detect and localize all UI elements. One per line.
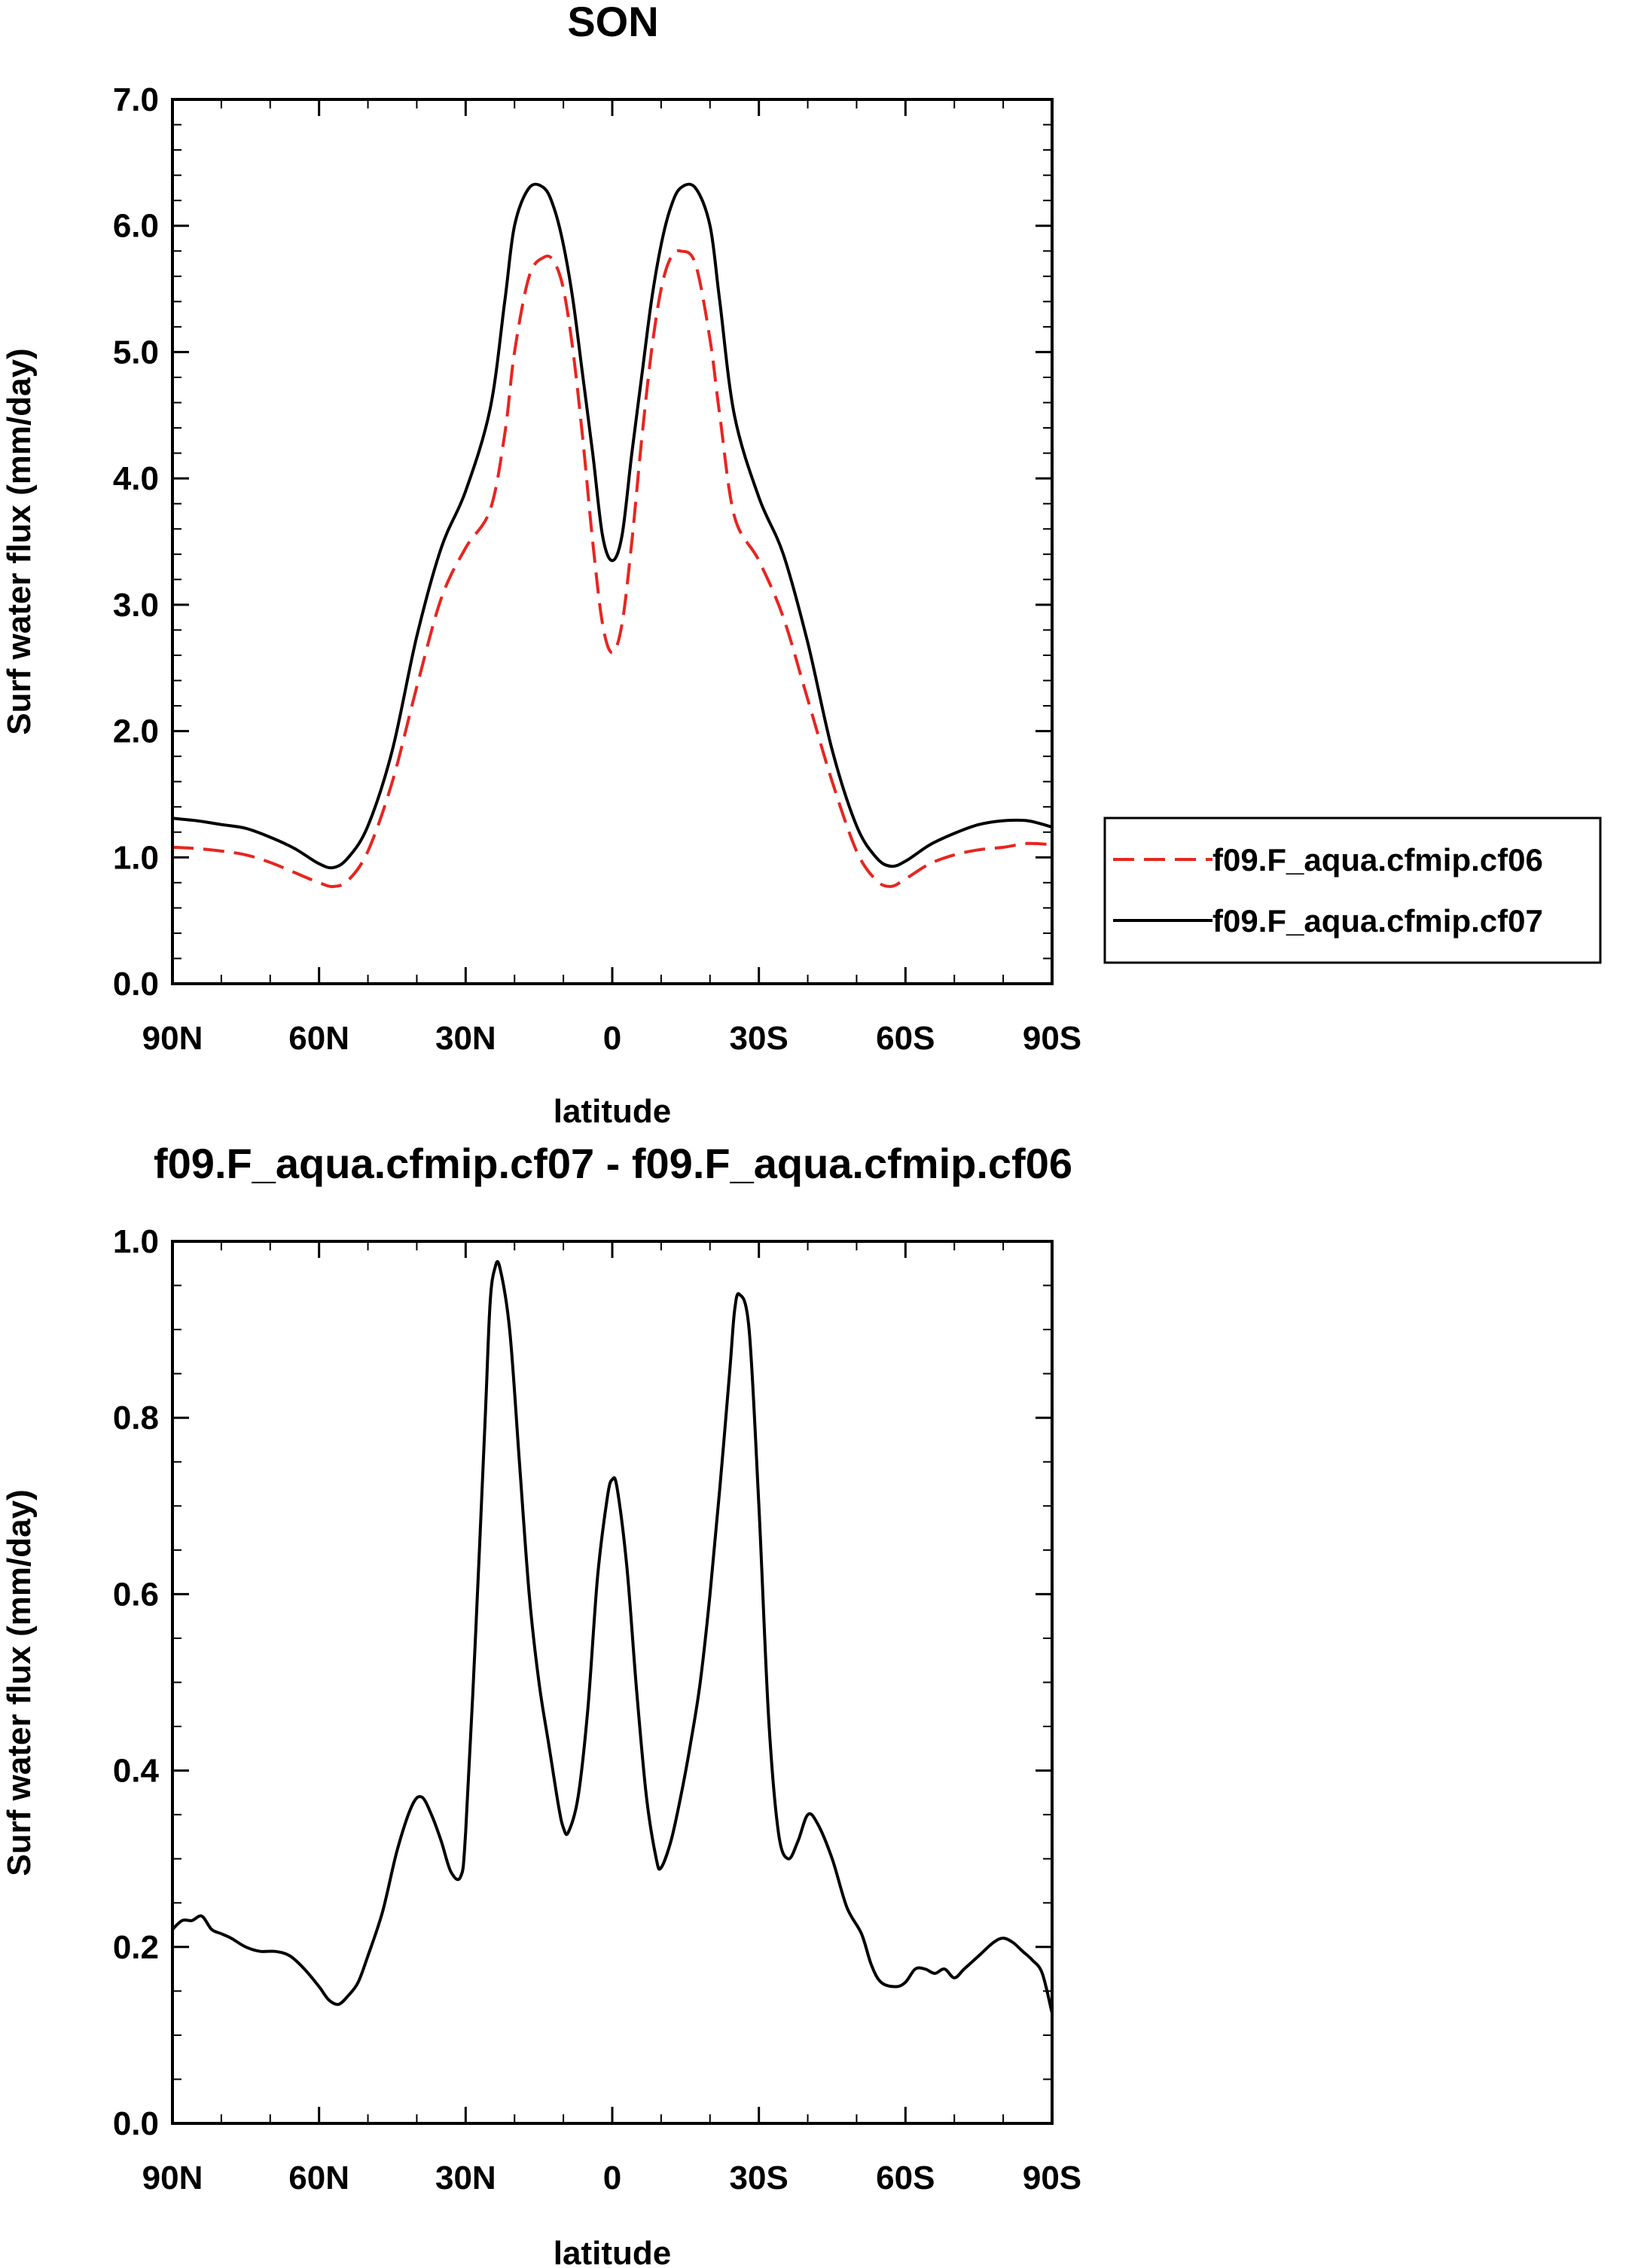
series-line — [172, 249, 1053, 888]
legend-label-cf06: f09.F_aqua.cfmip.cf06 — [1212, 842, 1543, 878]
x-tick-label: 60S — [876, 2160, 935, 2196]
x-tick-label: 60S — [876, 1020, 935, 1057]
x-ticks — [171, 1241, 1054, 2123]
legend: f09.F_aqua.cfmip.cf06 f09.F_aqua.cfmip.c… — [1103, 817, 1602, 964]
y-axis-label: Surf water flux (mm/day) — [1, 1489, 38, 1876]
y-tick-label: 1.0 — [113, 1223, 159, 1260]
y-tick-labels: 0.0 1.0 2.0 3.0 4.0 5.0 6.0 7.0 — [113, 81, 159, 1003]
legend-box — [1103, 817, 1602, 964]
chart-title: SON — [567, 0, 658, 45]
x-tick-labels: 90N 60N 30N 0 30S 60S 90S — [142, 1020, 1082, 1057]
y-tick-label: 2.0 — [113, 713, 159, 750]
x-tick-label: 90N — [142, 1020, 203, 1057]
x-tick-label: 0 — [603, 2160, 621, 2196]
legend-label-cf07: f09.F_aqua.cfmip.cf07 — [1212, 903, 1543, 939]
y-tick-label: 0.0 — [113, 2105, 159, 2142]
y-tick-label: 0.2 — [113, 1929, 159, 1966]
y-tick-label: 4.0 — [113, 460, 159, 497]
x-tick-label: 30S — [730, 2160, 788, 2196]
y-tick-labels: 0.0 0.2 0.4 0.6 0.8 1.0 — [113, 1223, 160, 2142]
x-tick-label: 90S — [1023, 1020, 1081, 1057]
x-tick-label: 60N — [288, 2160, 349, 2196]
series-line — [172, 182, 1053, 870]
x-axis-label: latitude — [554, 2235, 671, 2268]
y-tick-label: 0.6 — [113, 1576, 159, 1613]
y-tick-label: 7.0 — [113, 81, 159, 118]
x-tick-label: 30N — [435, 2160, 496, 2196]
y-tick-label: 0.8 — [113, 1400, 159, 1436]
legend-item: f09.F_aqua.cfmip.cf07 — [1113, 903, 1543, 939]
y-axis-label: Surf water flux (mm/day) — [1, 348, 38, 734]
y-tick-label: 5.0 — [113, 334, 159, 371]
plot-frame — [171, 98, 1054, 985]
chart-title: f09.F_aqua.cfmip.cf07 - f09.F_aqua.cfmip… — [154, 1140, 1072, 1187]
y-tick-label: 1.0 — [113, 839, 159, 876]
y-tick-label: 3.0 — [113, 587, 159, 624]
x-axis-label: latitude — [554, 1093, 671, 1130]
y-tick-label: 0.0 — [113, 966, 159, 1003]
x-tick-labels: 90N 60N 30N 0 30S 60S 90S — [142, 2160, 1082, 2196]
x-tick-label: 90S — [1023, 2160, 1081, 2196]
x-tick-label: 30N — [435, 1020, 496, 1057]
y-tick-label: 0.4 — [113, 1753, 160, 1790]
x-tick-label: 0 — [603, 1020, 621, 1057]
series-lines — [172, 182, 1053, 888]
y-ticks — [172, 1240, 1052, 2125]
series-line — [171, 1260, 1054, 2014]
x-tick-label: 90N — [142, 2160, 203, 2196]
x-tick-label: 60N — [288, 1020, 349, 1057]
x-tick-label: 30S — [730, 1020, 788, 1057]
top-chart: SON 90N 60N 30N 0 30S 60S 90S 0.0 1.0 2.0 3.0 4.0 5… — [1, 0, 1602, 1130]
series-lines — [171, 1260, 1054, 2014]
legend-item: f09.F_aqua.cfmip.cf06 — [1113, 842, 1543, 878]
bottom-chart: f09.F_aqua.cfmip.cf07 - f09.F_aqua.cfmip… — [1, 1140, 1081, 2268]
y-tick-label: 6.0 — [113, 208, 159, 245]
plot-frame — [171, 1240, 1054, 2125]
